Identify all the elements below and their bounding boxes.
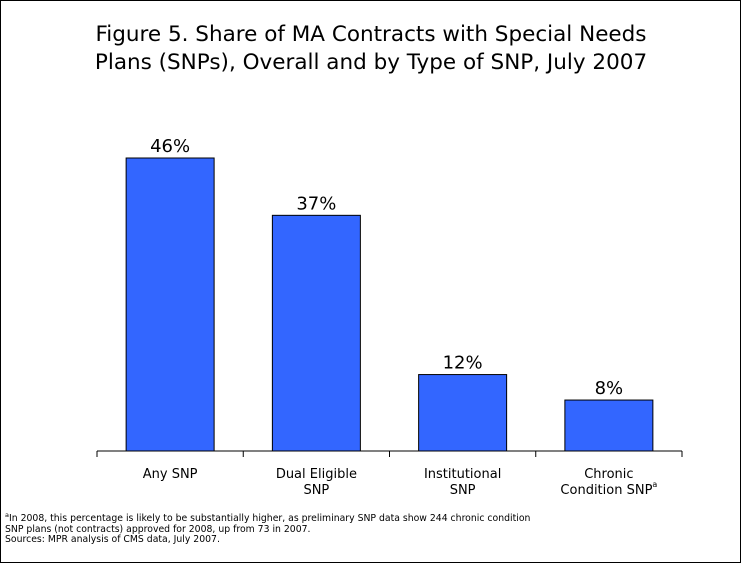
category-label-2-line-1: SNP bbox=[450, 483, 476, 498]
bar-0 bbox=[125, 157, 215, 452]
category-label-0-line-0: Any SNP bbox=[143, 467, 198, 482]
bar-1 bbox=[271, 214, 361, 452]
footnote-block: aIn 2008, this percentage is likely to b… bbox=[5, 510, 740, 546]
category-label-3-line-1: Condition SNPa bbox=[560, 480, 657, 498]
footnote-note-text-1: In 2008, this percentage is likely to be… bbox=[8, 513, 531, 524]
value-label-0: 46% bbox=[150, 136, 190, 157]
bar-3 bbox=[564, 399, 654, 452]
footnote-marker: a bbox=[5, 510, 9, 519]
bar-2 bbox=[418, 374, 508, 452]
value-label-2: 12% bbox=[443, 353, 483, 374]
category-label-3-line-0: Chronic bbox=[584, 467, 633, 482]
value-label-1: 37% bbox=[296, 193, 336, 214]
value-label-3: 8% bbox=[595, 378, 624, 399]
footnote-note-line-2: SNP plans (not contracts) approved for 2… bbox=[5, 523, 311, 535]
category-label-2-line-0: Institutional bbox=[424, 467, 501, 482]
footnote-note-line-1: aIn 2008, this percentage is likely to b… bbox=[5, 510, 740, 525]
category-superscript-3: a bbox=[652, 480, 657, 489]
footnote-sources: Sources: MPR analysis of CMS data, July … bbox=[5, 534, 220, 545]
chart-title-line-1: Figure 5. Share of MA Contracts with Spe… bbox=[95, 22, 647, 47]
category-label-1-line-0: Dual Eligible bbox=[276, 467, 357, 482]
category-label-1-line-1: SNP bbox=[303, 483, 329, 498]
chart-title-line-2: Plans (SNPs), Overall and by Type of SNP… bbox=[94, 50, 648, 75]
chart-title: Figure 5. Share of MA Contracts with Spe… bbox=[21, 21, 721, 77]
